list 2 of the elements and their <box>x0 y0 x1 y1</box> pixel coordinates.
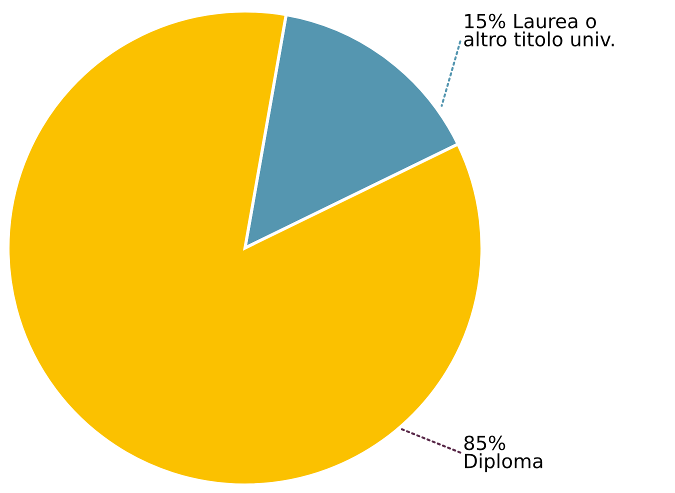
slice-label: 85% Diploma <box>464 436 542 472</box>
slice-label: 15% Laurea o altro titolo univ. <box>464 14 614 46</box>
